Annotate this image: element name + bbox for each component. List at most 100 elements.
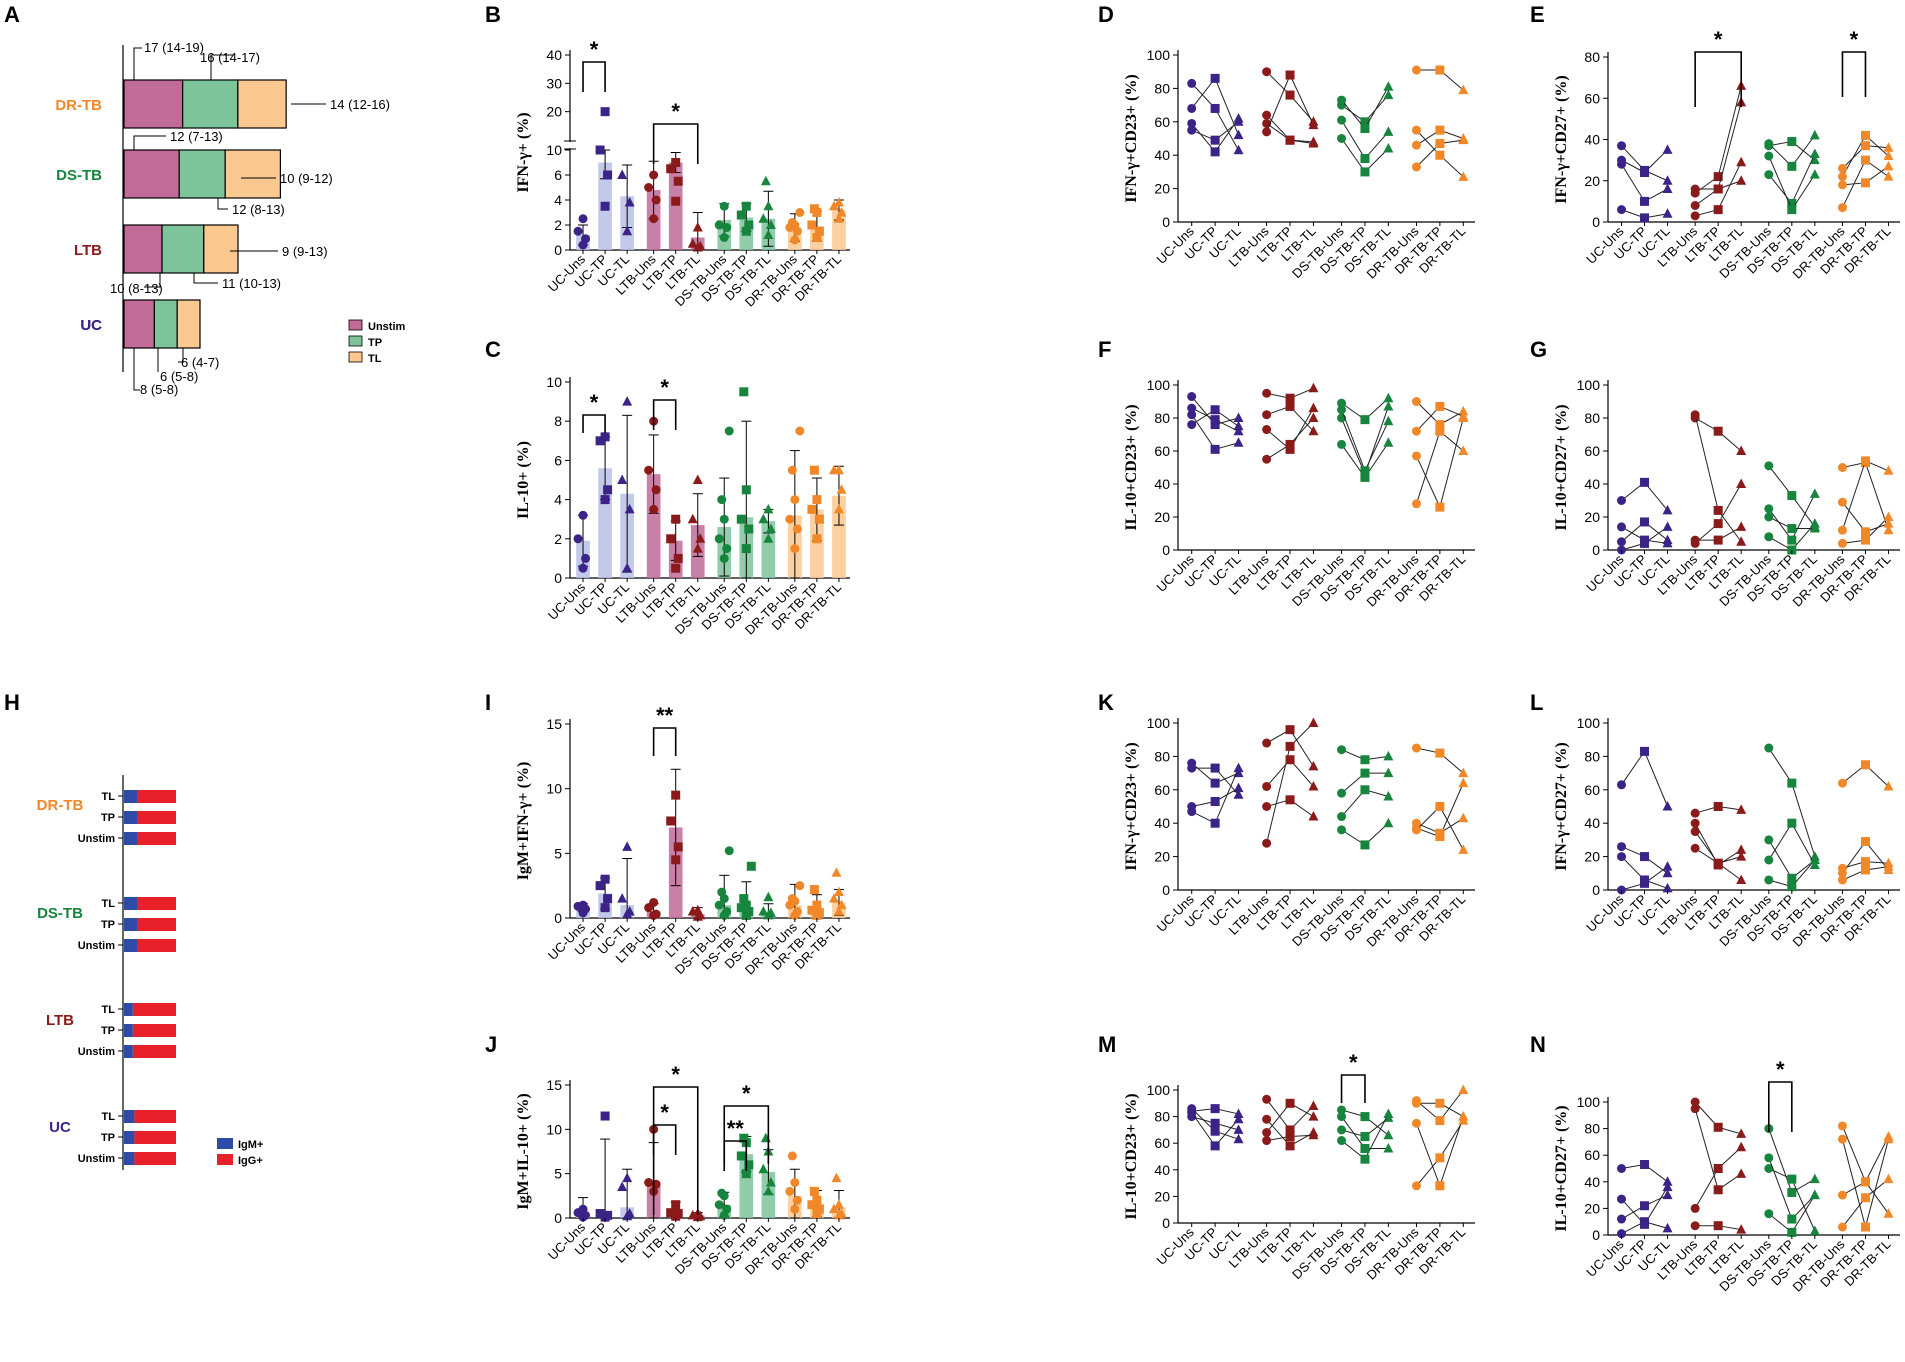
data-point — [1458, 134, 1469, 145]
data-point — [1285, 795, 1295, 805]
data-point — [1210, 147, 1220, 157]
data-point — [1360, 1154, 1370, 1164]
paired-line — [1191, 118, 1239, 153]
bar — [646, 474, 661, 578]
y-tick-label: 80 — [1154, 410, 1170, 426]
data-point — [1837, 463, 1847, 472]
row-label: TP — [101, 1025, 115, 1037]
data-point — [1285, 135, 1295, 145]
data-point — [624, 197, 635, 207]
data-point — [671, 790, 681, 800]
data-point — [1690, 843, 1700, 853]
y-axis-label: IFN-γ+CD23+ (%) — [1123, 742, 1140, 870]
data-point — [1713, 1164, 1723, 1173]
data-point — [807, 504, 817, 514]
data-point — [1383, 415, 1394, 426]
y-axis-label: IL-10+CD23+ (%) — [1123, 1093, 1140, 1219]
data-point — [1435, 802, 1445, 811]
data-point — [1187, 807, 1197, 817]
paired-line — [1694, 1108, 1742, 1191]
y-tick-label: 0 — [1592, 214, 1600, 230]
data-point — [719, 233, 729, 242]
igg-bar — [137, 918, 176, 931]
data-point — [1411, 162, 1421, 172]
data-point — [1383, 817, 1394, 828]
data-point — [600, 432, 610, 442]
data-point — [1860, 141, 1870, 151]
data-point — [1809, 523, 1820, 533]
data-point — [812, 1195, 822, 1205]
row-label: TL — [102, 898, 116, 910]
y-tick-label: 20 — [1584, 173, 1600, 189]
data-point — [1736, 1128, 1747, 1138]
data-point — [809, 204, 819, 214]
data-point — [736, 514, 746, 524]
significance-label: * — [590, 390, 599, 415]
data-point — [1860, 1193, 1870, 1203]
legend-swatch — [348, 351, 363, 363]
paired-line — [1694, 1146, 1742, 1209]
data-point — [1787, 882, 1797, 892]
y-tick-label: 6 — [554, 167, 562, 183]
data-point — [624, 503, 635, 514]
annotation: 10 (9-12) — [280, 171, 333, 186]
data-point — [714, 900, 724, 910]
data-point — [1883, 861, 1894, 871]
data-point — [581, 553, 591, 563]
data-point — [1337, 812, 1347, 822]
data-point — [1411, 426, 1421, 436]
data-point — [1787, 491, 1797, 501]
data-point — [758, 906, 769, 916]
data-point — [1837, 1190, 1847, 1200]
bar — [668, 162, 683, 250]
data-point — [1233, 144, 1244, 155]
data-point — [807, 1200, 817, 1210]
data-point — [724, 426, 734, 436]
data-point — [763, 200, 774, 211]
data-point — [1233, 116, 1244, 126]
data-point — [1411, 65, 1421, 75]
data-point — [717, 887, 727, 897]
data-point — [1617, 1229, 1627, 1239]
y-tick-label: 40 — [1584, 1174, 1600, 1190]
group-label: DR-TB — [37, 797, 84, 814]
data-point — [692, 474, 703, 484]
data-point — [1411, 1118, 1421, 1128]
data-point — [722, 1204, 732, 1214]
panel-label-M: M — [1098, 1032, 1116, 1057]
data-point — [1285, 755, 1295, 765]
y-tick-label: 0 — [1162, 1215, 1170, 1231]
data-point — [1337, 1112, 1347, 1122]
y-tick-label: 60 — [1584, 443, 1600, 459]
data-point — [1383, 1108, 1394, 1118]
y-tick-label: 0 — [1162, 542, 1170, 558]
data-point — [1736, 1224, 1747, 1234]
data-point — [1713, 1122, 1723, 1132]
y-tick-label: 20 — [1154, 181, 1170, 197]
data-point — [1210, 420, 1220, 430]
row-label: Unstim — [78, 940, 116, 952]
data-point — [1187, 392, 1197, 402]
data-point — [1640, 535, 1650, 545]
paired-line — [1768, 822, 1816, 866]
data-point — [1787, 873, 1797, 883]
igg-bar — [132, 1045, 176, 1058]
y-tick-label: 6 — [554, 452, 562, 468]
data-point — [1210, 73, 1220, 83]
data-point — [1690, 1203, 1700, 1213]
data-point — [651, 485, 661, 495]
data-point — [622, 396, 633, 406]
data-point — [739, 1133, 749, 1143]
data-point — [617, 893, 628, 903]
data-point — [765, 523, 776, 533]
y-axis-label: IgM+IFN-γ+ (%) — [515, 762, 532, 881]
row-label: TL — [102, 1111, 116, 1123]
data-point — [1883, 1208, 1894, 1218]
y-tick-label: 60 — [1154, 114, 1170, 130]
data-point — [812, 495, 822, 505]
data-point — [1458, 844, 1469, 854]
data-point — [1435, 401, 1445, 411]
data-point — [1383, 143, 1394, 153]
paired-line — [1621, 750, 1669, 807]
